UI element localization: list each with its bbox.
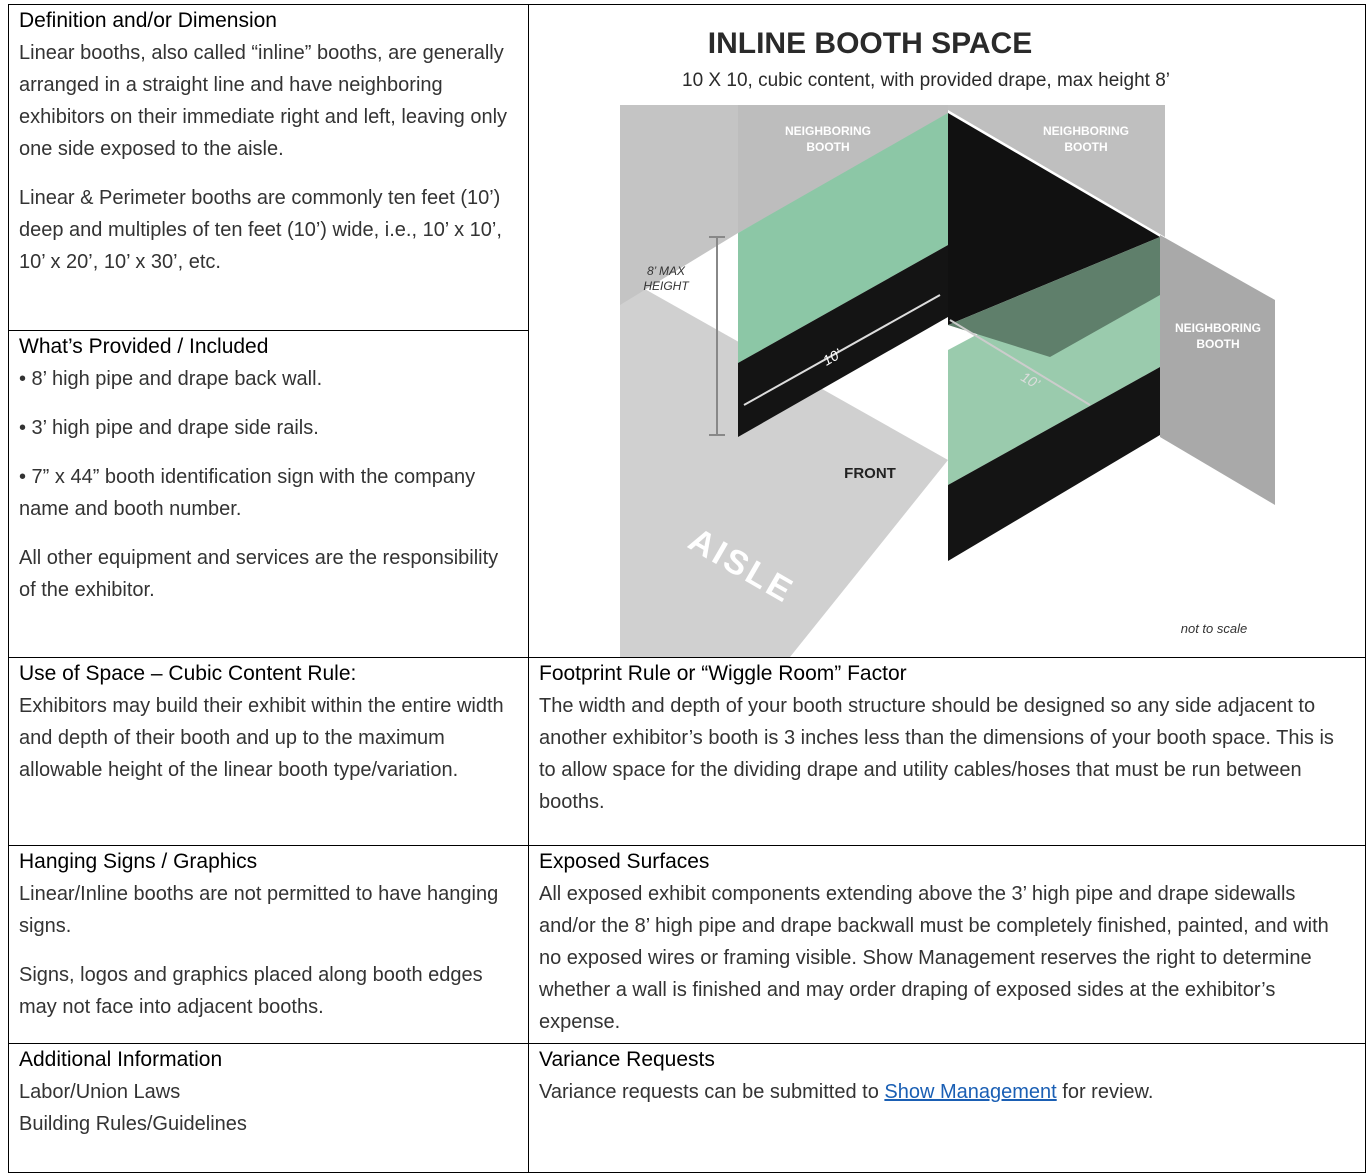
paragraph: Variance requests can be submitted to Sh…	[539, 1076, 1355, 1108]
footprint-cell: Footprint Rule or “Wiggle Room” Factor T…	[528, 657, 1366, 846]
diagram-subtitle: 10 X 10, cubic content, with provided dr…	[682, 70, 1170, 91]
height-label: HEIGHT	[643, 279, 690, 293]
heading: Hanging Signs / Graphics	[19, 850, 258, 873]
neighbor-booth	[738, 105, 948, 195]
paragraph: Signs, logos and graphics placed along b…	[19, 964, 483, 1018]
paragraph: Linear/Inline booths are not permitted t…	[19, 883, 499, 937]
aisle	[620, 275, 948, 657]
paragraph: Linear booths, also called “inline” boot…	[19, 42, 508, 160]
text: for review.	[1062, 1081, 1154, 1103]
info-line: Labor/Union Laws	[19, 1081, 181, 1103]
list-item: • 7” x 44” booth identification sign wit…	[19, 466, 476, 520]
show-management-link[interactable]: Show Management	[884, 1081, 1057, 1103]
paragraph: All other equipment and services are the…	[19, 547, 499, 601]
heading: Variance Requests	[539, 1048, 715, 1071]
side-wall-shade	[948, 237, 1160, 357]
definition-cell: Definition and/or Dimension Linear booth…	[8, 4, 529, 331]
neighbor-label: NEIGHBORING	[1043, 124, 1129, 138]
side-wall	[738, 113, 948, 363]
neighbor-booth	[620, 105, 738, 305]
neighbor-label: BOOTH	[1196, 337, 1239, 351]
paragraph: Linear & Perimeter booths are commonly t…	[19, 187, 502, 273]
drape-band	[738, 245, 948, 437]
height-label: 8’ MAX	[647, 264, 686, 278]
dimension-line	[949, 319, 1091, 406]
heading: Exposed Surfaces	[539, 850, 710, 873]
dimension-line	[743, 294, 941, 406]
variance-cell: Variance Requests Variance requests can …	[528, 1043, 1366, 1173]
list-item: • 8’ high pipe and drape back wall.	[19, 368, 323, 390]
neighbor-booth	[948, 105, 1165, 237]
list-item: • 3’ high pipe and drape side rails.	[19, 417, 319, 439]
heading: Use of Space – Cubic Content Rule:	[19, 662, 357, 685]
exposed-surfaces-cell: Exposed Surfaces All exposed exhibit com…	[528, 845, 1366, 1044]
heading: Additional Information	[19, 1048, 223, 1071]
neighbor-label: NEIGHBORING	[785, 124, 871, 138]
hanging-signs-cell: Hanging Signs / Graphics Linear/Inline b…	[8, 845, 529, 1044]
provided-cell: What’s Provided / Included • 8’ high pip…	[8, 330, 529, 658]
heading: Footprint Rule or “Wiggle Room” Factor	[539, 662, 907, 685]
neighbor-label: BOOTH	[806, 140, 849, 154]
paragraph: The width and depth of your booth struct…	[539, 695, 1334, 813]
drape-band	[948, 367, 1160, 561]
additional-info-cell: Additional Information Labor/Union Laws …	[8, 1043, 529, 1173]
diagram-title: INLINE BOOTH SPACE	[708, 27, 1032, 60]
info-line: Building Rules/Guidelines	[19, 1113, 247, 1135]
heading: Definition and/or Dimension	[19, 9, 277, 32]
text: Variance requests can be submitted to	[539, 1081, 879, 1103]
drape-panel	[948, 113, 1160, 325]
scale-note: not to scale	[1181, 621, 1248, 636]
booth-diagram: INLINE BOOTH SPACE 10 X 10, cubic conten…	[620, 27, 1275, 657]
neighbor-label: NEIGHBORING	[1175, 321, 1261, 335]
paragraph: All exposed exhibit components extending…	[539, 883, 1329, 1033]
paragraph: Exhibitors may build their exhibit withi…	[19, 695, 504, 781]
neighbor-booth	[1160, 235, 1275, 505]
front-label: FRONT	[844, 465, 896, 482]
neighbor-label: BOOTH	[1064, 140, 1107, 154]
use-of-space-cell: Use of Space – Cubic Content Rule: Exhib…	[8, 657, 529, 846]
heading: What’s Provided / Included	[19, 335, 269, 358]
